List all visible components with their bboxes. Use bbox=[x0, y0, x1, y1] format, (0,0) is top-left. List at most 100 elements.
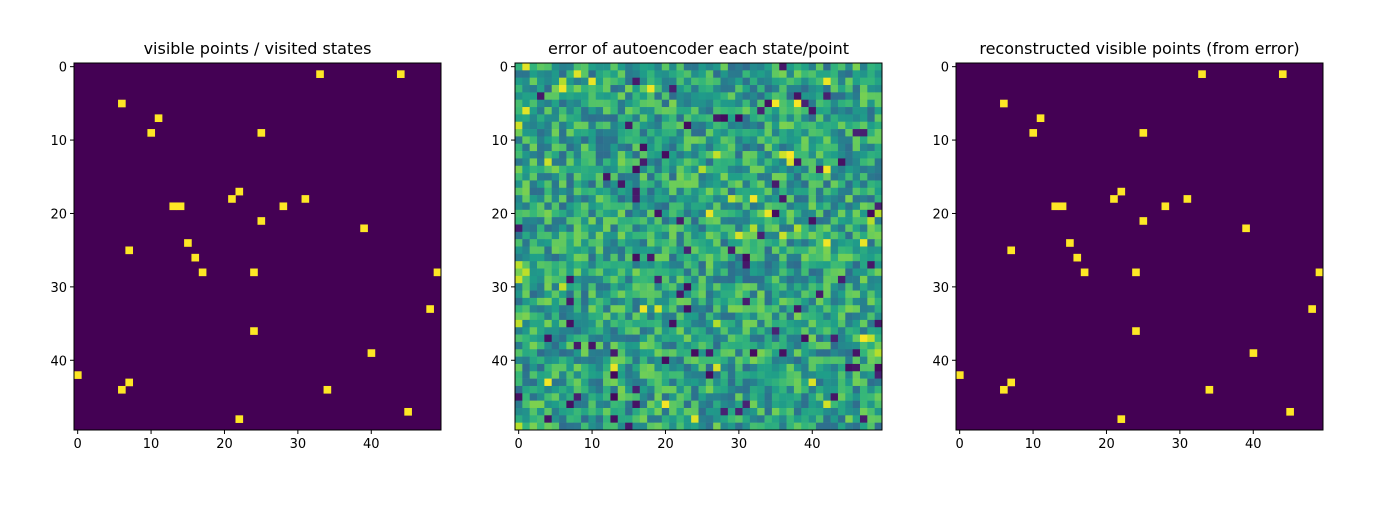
heatmap-cell bbox=[625, 85, 633, 93]
heatmap-cell bbox=[522, 107, 530, 115]
heatmap-cell bbox=[559, 85, 567, 93]
heatmap-cell bbox=[683, 349, 692, 357]
visible-point-cell bbox=[198, 268, 207, 277]
heatmap-cell bbox=[859, 305, 868, 313]
heatmap-cell bbox=[603, 334, 611, 343]
heatmap-cell bbox=[749, 385, 758, 394]
heatmap-cell bbox=[573, 349, 582, 357]
heatmap-cell bbox=[859, 363, 868, 372]
heatmap-cell bbox=[720, 305, 729, 313]
heatmap-cell bbox=[808, 224, 817, 233]
heatmap-cell bbox=[823, 107, 831, 115]
heatmap-cell bbox=[515, 231, 523, 240]
heatmap-cell bbox=[698, 356, 707, 365]
heatmap-cell bbox=[713, 239, 721, 247]
heatmap-cell bbox=[691, 231, 699, 240]
heatmap-cell bbox=[661, 114, 670, 123]
heatmap-cell bbox=[874, 371, 883, 379]
heatmap-cell bbox=[808, 217, 817, 225]
heatmap-cell bbox=[632, 158, 641, 167]
heatmap-cell bbox=[786, 114, 795, 123]
heatmap-cell bbox=[808, 107, 817, 115]
heatmap-cell bbox=[522, 77, 530, 86]
heatmap-cell bbox=[742, 187, 751, 196]
heatmap-cell bbox=[823, 92, 831, 100]
heatmap-cell bbox=[735, 407, 743, 416]
heatmap-cell bbox=[691, 312, 699, 321]
heatmap-cell bbox=[683, 151, 692, 159]
heatmap-cell bbox=[551, 195, 560, 203]
heatmap-cell bbox=[661, 246, 670, 255]
heatmap-cell bbox=[815, 319, 824, 328]
heatmap-cell bbox=[639, 114, 648, 123]
heatmap-cell bbox=[815, 158, 824, 167]
heatmap-cell bbox=[779, 85, 787, 93]
heatmap-cell bbox=[551, 283, 560, 291]
heatmap-cell bbox=[771, 356, 780, 365]
heatmap-cell bbox=[764, 407, 773, 416]
heatmap-cell bbox=[551, 319, 560, 328]
heatmap-cell bbox=[610, 195, 619, 203]
heatmap-cell bbox=[639, 275, 648, 284]
heatmap-cell bbox=[588, 371, 597, 379]
heatmap-cell bbox=[529, 283, 538, 291]
heatmap-cell bbox=[830, 319, 839, 328]
heatmap-cell bbox=[676, 107, 685, 115]
visible-point-cell bbox=[1198, 70, 1206, 78]
heatmap-cell bbox=[808, 209, 817, 218]
heatmap-cell bbox=[845, 415, 853, 423]
heatmap-cell bbox=[529, 371, 538, 379]
heatmap-cell bbox=[859, 231, 868, 240]
heatmap-cell bbox=[661, 385, 670, 394]
heatmap-cell bbox=[874, 99, 883, 108]
heatmap-cell bbox=[793, 327, 802, 335]
heatmap-cell bbox=[698, 400, 707, 409]
heatmap-cell bbox=[683, 180, 692, 189]
heatmap-cell bbox=[801, 107, 809, 115]
heatmap-cell bbox=[823, 290, 831, 299]
heatmap-cell bbox=[617, 275, 626, 284]
heatmap-cell bbox=[625, 114, 633, 123]
heatmap-cell bbox=[537, 246, 545, 255]
heatmap-cell bbox=[529, 356, 538, 365]
heatmap-cell bbox=[683, 319, 692, 328]
heatmap-cell bbox=[771, 121, 780, 130]
heatmap-cell bbox=[823, 173, 831, 181]
heatmap-cell bbox=[537, 92, 545, 100]
heatmap-cell bbox=[786, 195, 795, 203]
heatmap-cell bbox=[632, 224, 641, 233]
heatmap-cell bbox=[867, 407, 875, 416]
heatmap-cell bbox=[581, 371, 589, 379]
heatmap-cell bbox=[588, 268, 597, 277]
heatmap-cell bbox=[595, 283, 604, 291]
heatmap-cell bbox=[676, 312, 685, 321]
heatmap-cell bbox=[683, 173, 692, 181]
heatmap-cell bbox=[779, 261, 787, 269]
heatmap-cell bbox=[859, 239, 868, 247]
heatmap-cell bbox=[749, 407, 758, 416]
heatmap-cell bbox=[683, 422, 692, 431]
heatmap-cell bbox=[874, 312, 883, 321]
visible-point-cell bbox=[1117, 187, 1126, 196]
heatmap-cell bbox=[551, 415, 560, 423]
heatmap-cell bbox=[793, 129, 802, 137]
heatmap-cell bbox=[823, 341, 831, 350]
heatmap-cell bbox=[779, 99, 787, 108]
y-tick-label: 20 bbox=[932, 207, 949, 222]
heatmap-cell bbox=[544, 143, 552, 152]
heatmap-cell bbox=[566, 217, 575, 225]
heatmap-cell bbox=[793, 121, 802, 130]
heatmap-cell bbox=[742, 180, 751, 189]
heatmap-cell bbox=[779, 129, 787, 137]
heatmap-cell bbox=[859, 85, 868, 93]
heatmap-cell bbox=[669, 239, 677, 247]
heatmap-cell bbox=[808, 327, 817, 335]
heatmap-cell bbox=[749, 107, 758, 115]
heatmap-cell bbox=[830, 275, 839, 284]
heatmap-cell bbox=[742, 356, 751, 365]
heatmap-cell bbox=[551, 363, 560, 372]
heatmap-cell bbox=[551, 261, 560, 269]
heatmap-cell bbox=[727, 290, 736, 299]
heatmap-cell bbox=[757, 77, 765, 86]
heatmap-cell bbox=[676, 297, 685, 306]
